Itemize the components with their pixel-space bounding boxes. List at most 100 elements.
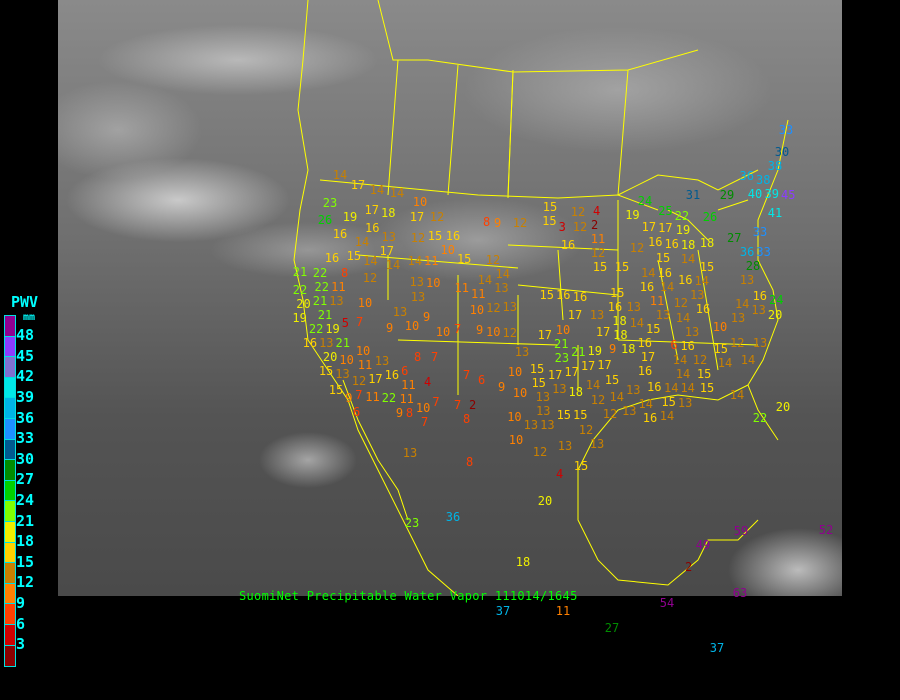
station-pwv-label: 15 — [556, 408, 572, 422]
station-pwv-label: 17 — [595, 324, 611, 339]
station-pwv-label: 59 — [733, 524, 749, 538]
station-pwv-label: 18 — [515, 555, 531, 569]
station-pwv-label: 14 — [734, 297, 750, 311]
legend-swatch — [5, 398, 15, 419]
station-pwv-label: 24 — [637, 194, 653, 208]
station-pwv-label: 16 — [332, 226, 348, 241]
station-pwv-label: 17 — [409, 210, 425, 224]
station-pwv-label: 11 — [649, 294, 665, 309]
station-pwv-label: 6 — [478, 373, 486, 387]
station-pwv-label: 16 — [572, 290, 588, 304]
great-lakes — [617, 169, 759, 241]
station-pwv-label: 63 — [732, 586, 748, 600]
station-pwv-label: 15 — [713, 342, 728, 356]
station-pwv-label: 17 — [580, 358, 596, 373]
station-pwv-label: 15 — [699, 381, 715, 396]
station-pwv-label: 16 — [324, 251, 340, 265]
station-pwv-label: 15 — [427, 228, 443, 243]
station-pwv-label: 13 — [381, 229, 396, 244]
station-pwv-label: 12 — [512, 216, 528, 230]
pacific-coastline — [293, 0, 459, 596]
legend-swatch — [5, 501, 15, 522]
station-pwv-label: 18 — [680, 237, 696, 252]
map-caption: SuomiNet Precipitable Water Vapor 111014… — [239, 589, 578, 603]
station-pwv-label: 22 — [314, 280, 329, 295]
legend-unit: mm — [23, 312, 36, 323]
legend-tick-label: 30 — [16, 449, 35, 468]
station-pwv-label: 16 — [680, 338, 695, 353]
station-pwv-label: 10 — [339, 352, 354, 367]
station-pwv-label: 27 — [727, 231, 742, 245]
station-pwv-label: 10 — [415, 401, 431, 416]
station-pwv-label: 12 — [602, 407, 618, 421]
station-pwv-label: 12 — [485, 253, 501, 267]
station-pwv-label: 18 — [568, 385, 583, 399]
station-pwv-label: 16 — [637, 364, 653, 379]
station-pwv-label: 38 — [767, 159, 783, 174]
station-pwv-label: 40 — [747, 187, 763, 202]
station-pwv-label: 16 — [678, 273, 693, 287]
station-pwv-label: 22 — [381, 391, 397, 405]
station-pwv-label: 13 — [589, 437, 605, 451]
station-pwv-label: 14 — [680, 251, 696, 266]
station-pwv-label: 10 — [440, 243, 455, 258]
station-pwv-label: 45 — [781, 188, 796, 202]
station-pwv-label: 13 — [392, 305, 408, 319]
station-pwv-label: 19 — [587, 343, 602, 358]
station-pwv-label: 7 — [432, 395, 440, 409]
station-pwv-label: 24 — [769, 293, 784, 307]
station-pwv-label: 14 — [659, 280, 675, 295]
station-pwv-label: 15 — [318, 364, 334, 379]
legend-tick-label: 3 — [16, 635, 26, 654]
legend-tick-label: 12 — [16, 573, 35, 592]
station-pwv-label: 4 — [556, 467, 564, 481]
station-pwv-label: 14 — [641, 265, 656, 280]
station-pwv-label: 5 — [341, 316, 349, 330]
legend-tick-label: 45 — [16, 346, 35, 365]
station-pwv-label: 2 — [469, 397, 477, 412]
station-pwv-label: 28 — [745, 259, 761, 273]
station-pwv-label: 10 — [486, 325, 501, 339]
legend-swatch — [5, 439, 15, 461]
station-pwv-label: 13 — [410, 289, 426, 304]
station-pwv-label: 14 — [672, 352, 688, 367]
station-pwv-label: 17 — [368, 371, 383, 386]
station-pwv-label: 11 — [424, 254, 439, 268]
station-pwv-label: 13 — [690, 288, 705, 302]
station-pwv-label: 17 — [364, 203, 379, 217]
station-pwv-label: 21 — [312, 294, 328, 309]
station-pwv-label: 7 — [463, 368, 471, 382]
atlantic-coastline — [747, 119, 789, 441]
station-pwv-label: 13 — [409, 275, 424, 289]
station-pwv-label: 36 — [445, 510, 461, 524]
station-pwv-label: 15 — [604, 373, 620, 387]
station-pwv-label: 14 — [369, 183, 385, 197]
station-pwv-label: 14 — [385, 257, 401, 272]
station-pwv-label: 17 — [537, 328, 553, 342]
station-pwv-label: 12 — [673, 295, 688, 310]
station-pwv-label: 14 — [495, 267, 510, 281]
legend-swatch — [5, 583, 15, 605]
station-pwv-label: 29 — [719, 188, 735, 202]
station-pwv-label: 11 — [590, 231, 606, 246]
station-pwv-label: 12 — [410, 231, 426, 245]
station-pwv-label: 13 — [502, 300, 517, 314]
station-pwv-label: 36 — [739, 169, 754, 183]
station-pwv-label: 11 — [401, 378, 416, 393]
station-pwv-label: 4 — [424, 375, 432, 389]
station-pwv-label: 10 — [412, 195, 428, 209]
station-pwv-label: 14 — [675, 310, 691, 325]
station-pwv-label: 10 — [435, 325, 451, 339]
station-pwv-label: 16 — [607, 300, 623, 315]
station-pwv-label: 15 — [456, 252, 472, 266]
station-pwv-label: 2 — [685, 560, 693, 574]
station-pwv-label: 20 — [767, 308, 783, 322]
station-pwv-label: 9 — [345, 391, 353, 405]
station-pwv-label: 10 — [507, 410, 522, 424]
station-pwv-label: 15 — [346, 249, 362, 263]
station-pwv-label: 14 — [609, 389, 624, 404]
station-pwv-label: 20 — [775, 400, 791, 414]
station-pwv-label: 13 — [535, 389, 551, 404]
legend-tick-label: 24 — [16, 490, 35, 509]
station-pwv-label: 12 — [502, 326, 517, 340]
